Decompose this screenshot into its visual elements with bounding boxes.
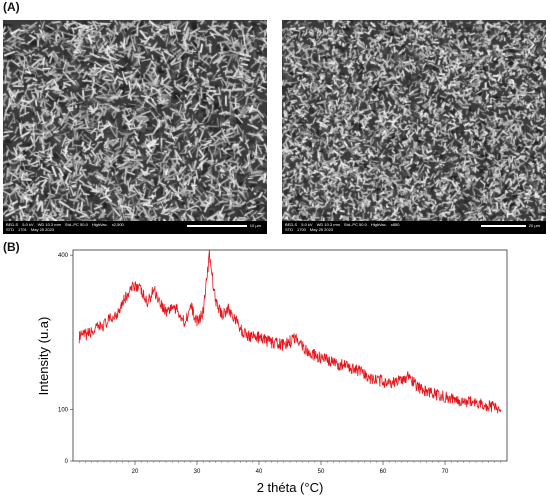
sem-info-bar: BED-S 5.0 kV WD 10.3 mm Std.-PC 50.0 HighVac…	[282, 221, 546, 234]
y-tick-label: 400	[58, 253, 69, 259]
sem-info-text: BED-S	[6, 222, 19, 227]
x-tick-label: 60	[380, 469, 387, 475]
sem-info-text: 5.0 kV	[22, 222, 34, 227]
sem-info-text: WD 10.3 mm	[316, 222, 340, 227]
sem-info-text: 5.0 kV	[301, 222, 313, 227]
y-tick-label: 0	[65, 459, 69, 465]
plot-frame	[72, 249, 508, 462]
sem-info-text: BED-S	[285, 222, 298, 227]
x-tick-label: 30	[194, 469, 201, 475]
sem-info-text: x850	[390, 222, 400, 227]
x-axis-label: 2 théta (°C)	[257, 480, 324, 495]
scale-label: 20 µm	[528, 223, 540, 228]
y-axis-label: Intensity (u.a)	[36, 317, 51, 396]
sem-info-text: HighVac.	[370, 222, 387, 227]
xrd-chart: Intensity (u.a) 2 théta (°C) 20 30 40 50 60 7…	[0, 242, 550, 500]
sem-info-text: Std.-PC 50.0	[64, 222, 88, 227]
scale-bar: 10 µm	[186, 223, 261, 228]
sem-micrograph	[3, 20, 267, 234]
sem-micrograph	[282, 20, 546, 234]
x-tick-label: 40	[256, 469, 263, 475]
sem-info-text: 1700	[297, 227, 306, 232]
sem-info-text: Std.-PC 50.0	[343, 222, 367, 227]
x-tick-label: 50	[318, 469, 325, 475]
sem-info-text: STD	[285, 227, 293, 232]
sem-image-right: BED-S 5.0 kV WD 10.3 mm Std.-PC 50.0 HighVac…	[282, 20, 546, 234]
sem-info-bar: BED-S 5.0 kV WD 10.3 mm Std.-PC 50.0 HighVac…	[3, 221, 267, 234]
panel-a-label: (A)	[3, 0, 20, 14]
scale-bar: 20 µm	[480, 223, 540, 228]
sem-info-text: May 25 2023	[309, 227, 334, 232]
sem-info-text: HighVac.	[91, 222, 108, 227]
sem-info-text: WD 10.3 mm	[37, 222, 61, 227]
y-tick-label: 100	[58, 408, 69, 414]
sem-info-text: x2,500	[111, 222, 124, 227]
sem-image-left: BED-S 5.0 kV WD 10.3 mm Std.-PC 50.0 HighVac…	[3, 20, 267, 234]
xrd-plot: Intensity (u.a) 2 théta (°C) 20 30 40 50 60 7…	[36, 249, 508, 495]
x-tick-label: 70	[442, 469, 449, 475]
sem-info-text: May 25 2023	[30, 227, 55, 232]
x-tick-label: 20	[132, 469, 139, 475]
scale-label: 10 µm	[249, 223, 261, 228]
xrd-series-line	[78, 249, 502, 414]
sem-info-text: STD	[6, 227, 14, 232]
sem-info-text: 1701	[18, 227, 27, 232]
panel-b-label: (B)	[3, 240, 20, 254]
